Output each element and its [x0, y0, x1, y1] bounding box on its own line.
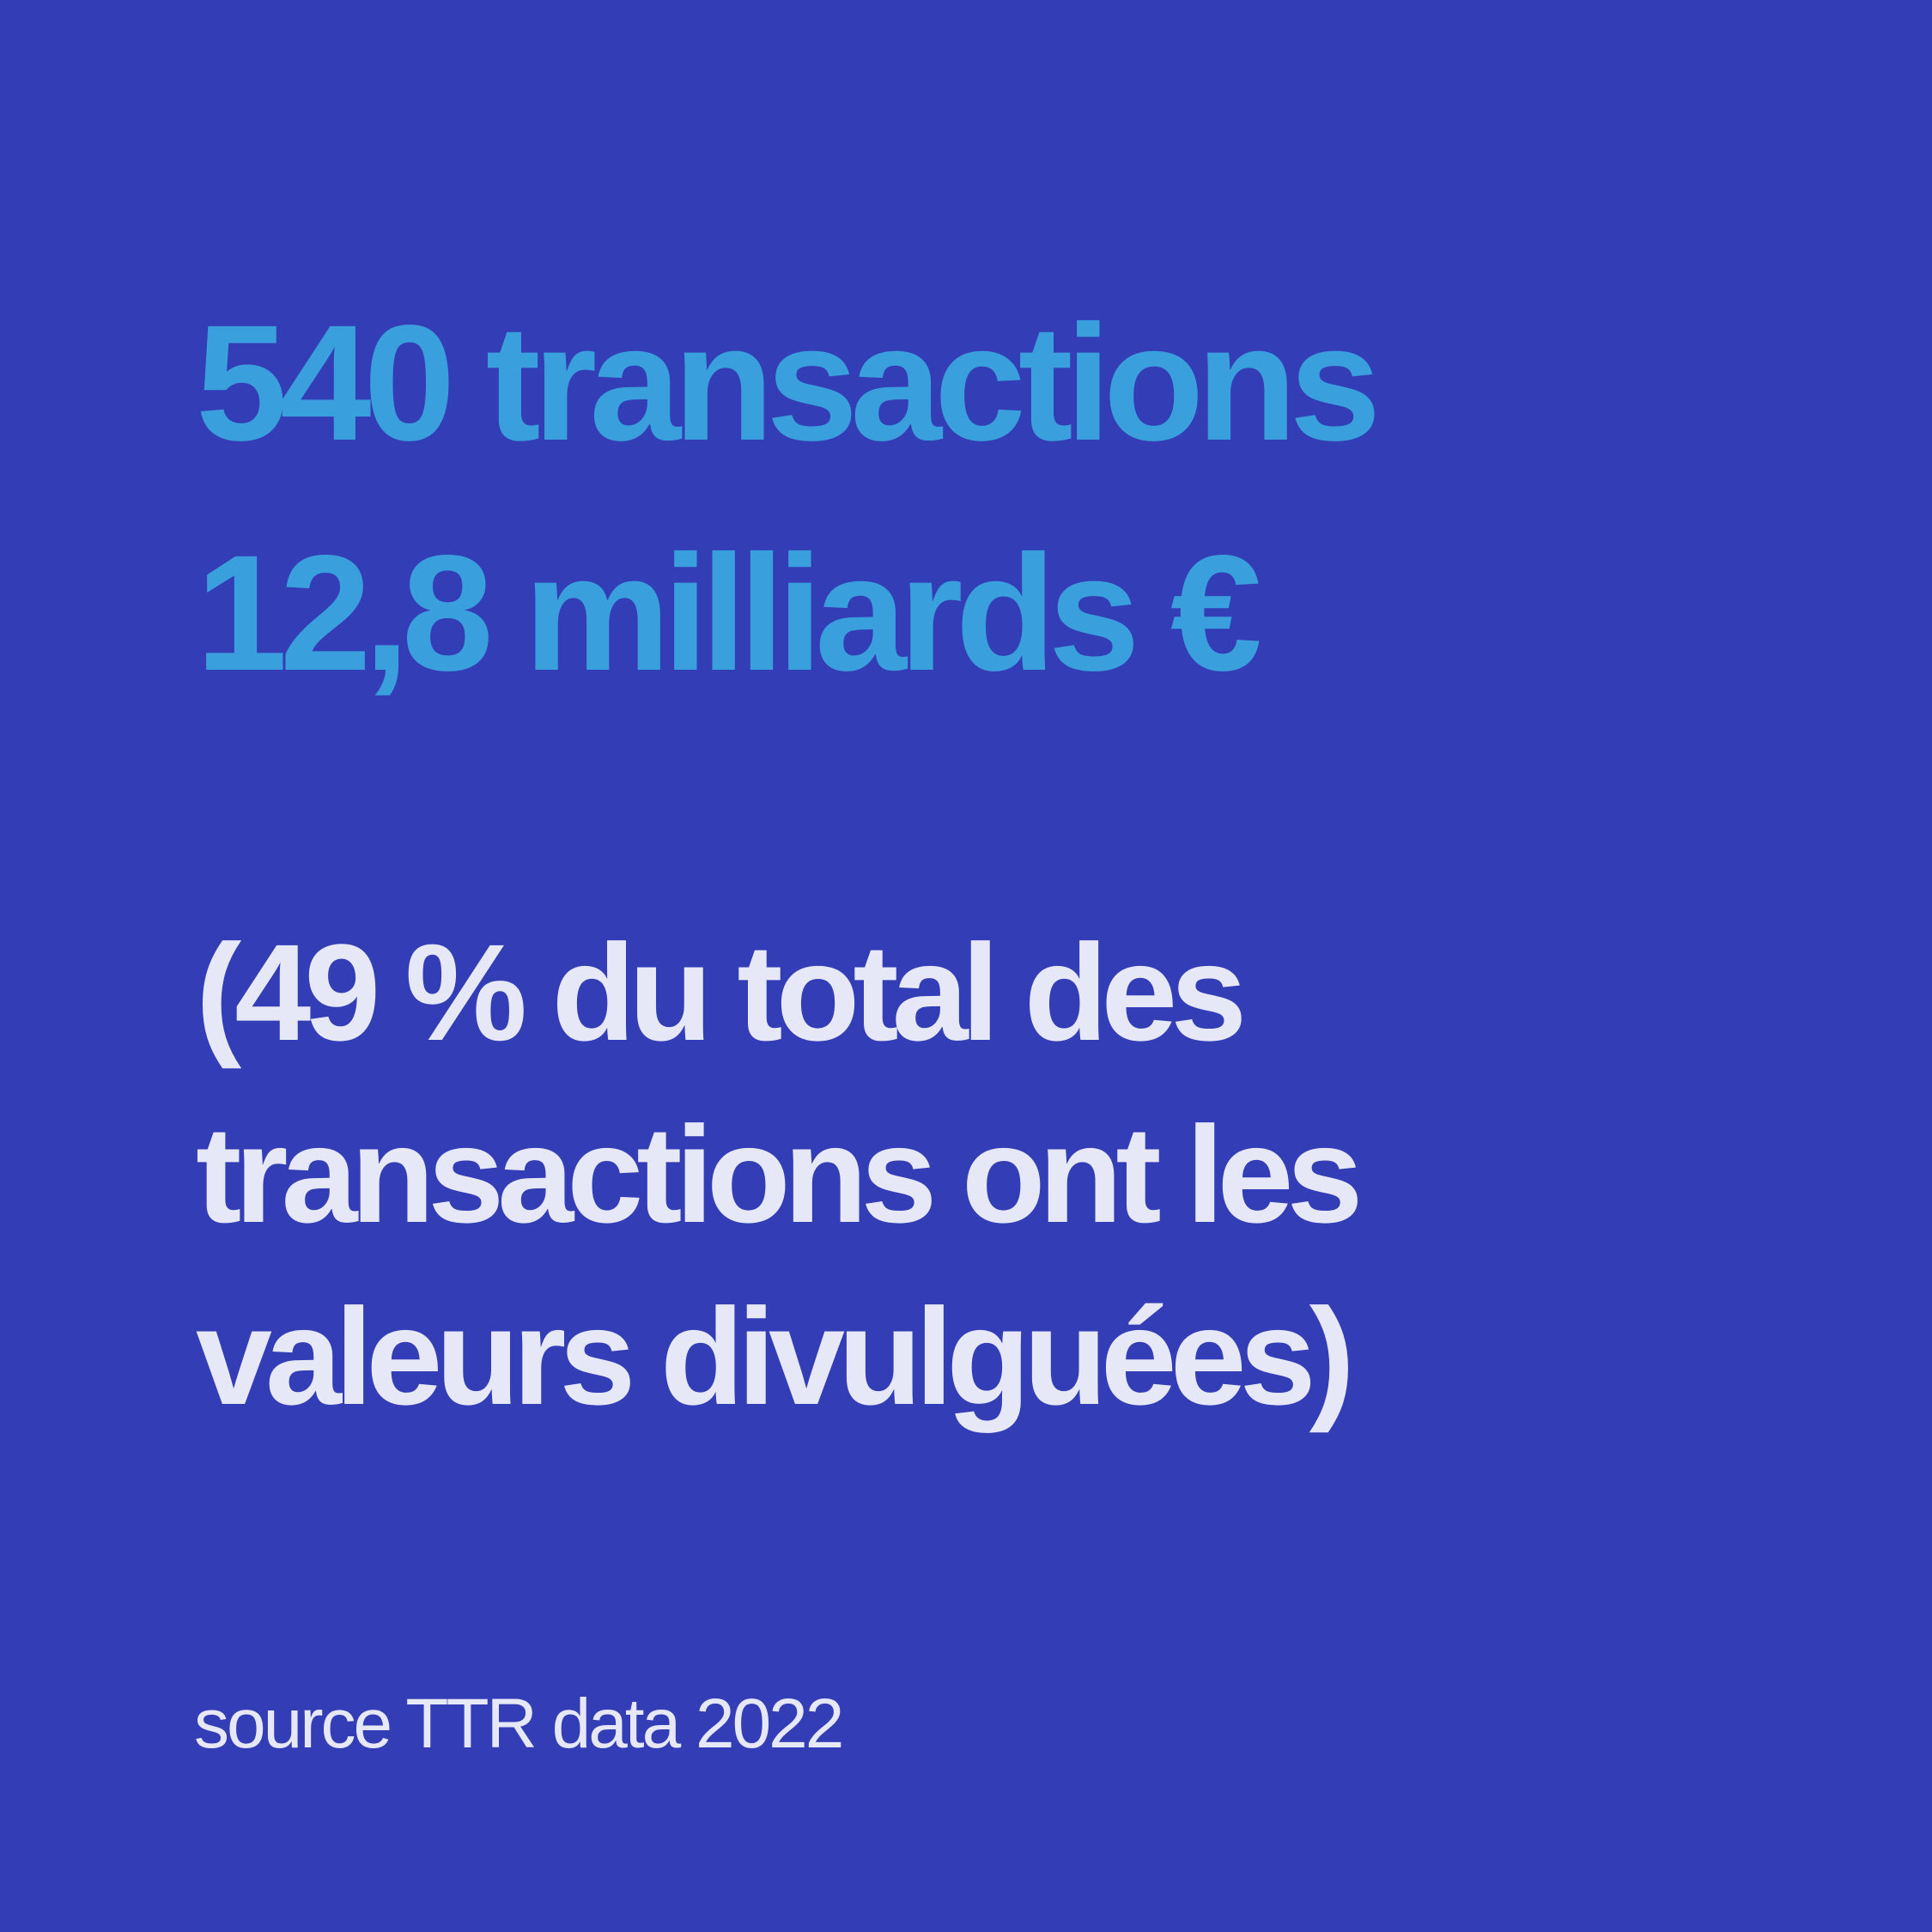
- transactions-value: 12,8 milliards €: [196, 520, 1262, 705]
- headline-stats: 540 transactions 12,8 milliards €: [196, 268, 1381, 728]
- disclosure-note-line-3: valeurs divulguées): [196, 1279, 1355, 1433]
- source-credit: source TTR data 2022: [194, 1685, 844, 1763]
- transactions-count: 540 transactions: [196, 290, 1381, 475]
- disclosure-note-line-1: (49 % du total des: [196, 915, 1247, 1069]
- disclosure-note-line-2: transactions ont les: [196, 1097, 1363, 1251]
- disclosure-note: (49 % du total des transactions ont les …: [196, 902, 1363, 1448]
